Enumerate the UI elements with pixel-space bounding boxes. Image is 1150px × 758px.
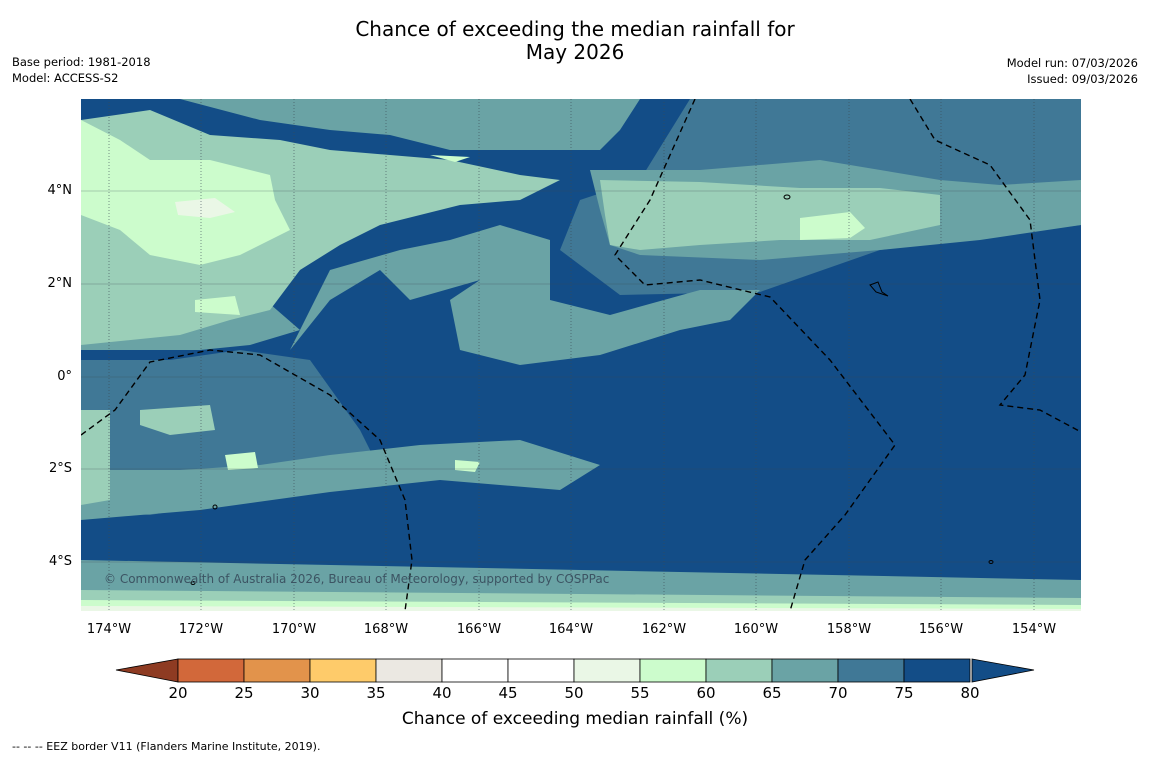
colorbar-segment [573,658,641,683]
colorbar-tick: 45 [498,684,518,702]
lon-label: 166°W [456,622,502,637]
colorbar-segment [309,658,377,683]
lat-label: 2°N [47,276,73,291]
title-line-1: Chance of exceeding the median rainfall … [355,17,795,41]
lat-label: 4°S [48,554,72,569]
colorbar-segment [243,658,311,683]
copyright-notice: © Commonwealth of Australia 2026, Bureau… [104,572,609,586]
colorbar-tick: 30 [300,684,320,702]
colorbar-segment [177,658,245,683]
lat-label: 0° [57,369,72,384]
colorbar-tick: 35 [366,684,386,702]
lat-label: 2°S [48,461,72,476]
title-line-2: May 2026 [525,40,625,64]
colorbar-tick: 20 [168,684,188,702]
map-title: Chance of exceeding the median rainfall … [0,18,1150,64]
colorbar-extend-high [971,658,1035,683]
contour-60-region [81,120,1081,611]
lon-label: 168°W [363,622,409,637]
colorbar-segment [903,658,971,683]
colorbar-segments [177,658,971,683]
colorbar-tick: 80 [960,684,980,702]
colorbar-tick: 75 [894,684,914,702]
issued-date: Issued: 09/03/2026 [1027,72,1138,86]
base-period: Base period: 1981-2018 [12,55,151,69]
colorbar-tick: 70 [828,684,848,702]
colorbar-tick: 50 [564,684,584,702]
colorbar-tick: 65 [762,684,782,702]
colorbar-tick: 40 [432,684,452,702]
colorbar [115,658,1035,683]
lat-label: 4°N [47,183,73,198]
lon-label: 156°W [918,622,964,637]
lon-label: 160°W [733,622,779,637]
meta-left: Base period: 1981-2018 Model: ACCESS-S2 [12,54,151,86]
colorbar-extend-low [115,658,179,683]
colorbar-tick: 25 [234,684,254,702]
colorbar-tick: 55 [630,684,650,702]
colorbar-segment [441,658,509,683]
lon-label: 170°W [271,622,317,637]
islands [190,194,994,585]
colorbar-segment [375,658,443,683]
colorbar-tick: 60 [696,684,716,702]
lon-label: 154°W [1011,622,1057,637]
model-name: Model: ACCESS-S2 [12,71,119,85]
colorbar-segment [705,658,773,683]
eez-footnote: -- -- -- EEZ border V11 (Flanders Marine… [12,740,321,753]
colorbar-label: Chance of exceeding median rainfall (%) [401,709,749,729]
probability-contours [81,99,1081,611]
lon-label: 174°W [86,622,132,637]
model-run: Model run: 07/03/2026 [1006,56,1138,70]
meta-right: Model run: 07/03/2026 Issued: 09/03/2026 [1007,55,1138,87]
lon-label: 172°W [178,622,224,637]
lon-label: 164°W [548,622,594,637]
eez-borders [81,99,1081,611]
lon-label: 158°W [826,622,872,637]
colorbar-segment [507,658,575,683]
lon-label: 162°W [641,622,687,637]
map-gridlines [81,99,1081,611]
colorbar-segment [771,658,839,683]
colorbar-segment [639,658,707,683]
colorbar-segment [837,658,905,683]
